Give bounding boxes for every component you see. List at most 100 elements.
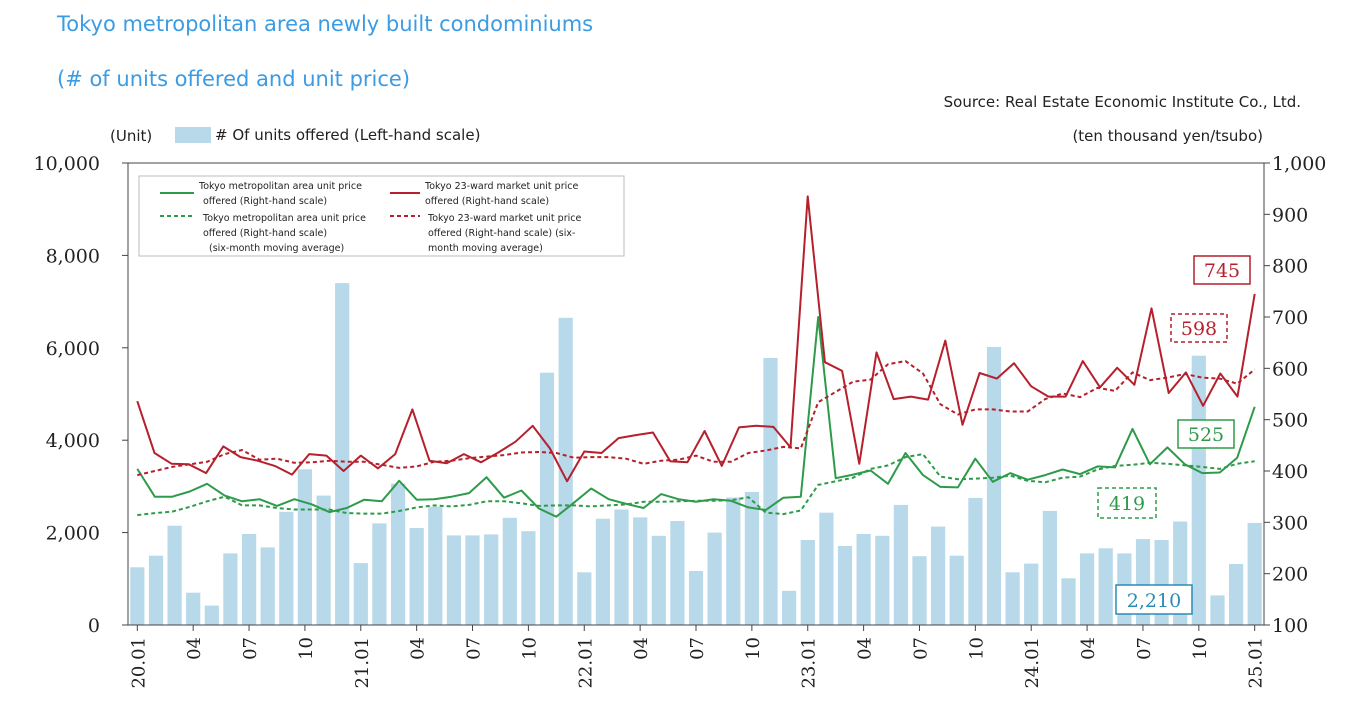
- right-tick-label: 800: [1272, 256, 1308, 278]
- legend-ward-text1: Tokyo 23-ward market unit price: [424, 181, 578, 192]
- x-tick-label: 07: [910, 637, 931, 660]
- metro-avg-line: [137, 453, 1255, 517]
- callout-metro-avg-text: 419: [1109, 493, 1145, 515]
- right-tick-label: 1,000: [1272, 153, 1326, 175]
- x-tick-label: 07: [240, 637, 261, 660]
- callout-units: 2,210: [1115, 584, 1193, 615]
- x-tick-label: 04: [408, 637, 429, 660]
- units-bar: [968, 497, 983, 625]
- left-tick-label: 10,000: [34, 153, 100, 175]
- callout-metro-avg: 419: [1097, 487, 1157, 519]
- units-bar: [148, 555, 164, 625]
- units-bar: [1080, 553, 1095, 625]
- x-tick-label: 04: [855, 637, 876, 660]
- units-bar: [688, 570, 704, 625]
- units-bar: [577, 572, 592, 625]
- units-bar: [837, 546, 853, 625]
- x-tick-label: 07: [687, 637, 708, 660]
- legend-metro-avg-text3: (six-month moving average): [209, 243, 344, 254]
- x-tick-label: 10: [743, 637, 764, 660]
- x-tick-label: 23.01: [799, 637, 820, 689]
- legend-metro-text1: Tokyo metropolitan area unit price: [198, 181, 362, 192]
- legend-ward-text2: offered (Right-hand scale): [425, 196, 549, 207]
- units-bar: [186, 592, 201, 625]
- right-axis-unit: (ten thousand yen/tsubo): [1072, 127, 1263, 145]
- units-bar: [502, 517, 517, 625]
- units-bar: [1061, 578, 1076, 625]
- units-bar: [335, 283, 350, 625]
- units-bar: [875, 535, 890, 625]
- left-tick-label: 6,000: [46, 338, 100, 360]
- units-bar: [279, 511, 294, 625]
- units-bar: [204, 605, 219, 625]
- units-bar: [484, 534, 499, 625]
- units-bar: [353, 563, 368, 625]
- units-bar: [614, 509, 629, 625]
- units-bar: [1210, 595, 1225, 625]
- x-tick-label: 07: [1134, 637, 1155, 660]
- right-tick-label: 400: [1272, 461, 1308, 483]
- units-bar: [1098, 548, 1113, 625]
- x-tick-label: 10: [296, 637, 317, 660]
- units-bar: [856, 534, 871, 625]
- units-bar: [446, 535, 461, 625]
- x-tick-label: 10: [1190, 637, 1211, 660]
- callout-units-text: 2,210: [1127, 590, 1181, 612]
- x-tick-label: 07: [464, 637, 485, 660]
- callout-ward: 745: [1193, 255, 1251, 285]
- bar-legend-label: # Of units offered (Left-hand scale): [215, 126, 481, 144]
- units-bar: [1247, 522, 1262, 625]
- right-tick-label: 900: [1272, 204, 1308, 226]
- callout-metro-text: 525: [1188, 424, 1224, 446]
- lines-group: [136, 195, 1256, 518]
- units-bar: [260, 547, 275, 625]
- units-bar: [1005, 572, 1020, 625]
- left-axis-unit: (Unit): [110, 127, 153, 145]
- ward-avg-line: [137, 360, 1256, 477]
- callout-ward-text: 745: [1204, 260, 1240, 282]
- right-tick-label: 100: [1272, 615, 1308, 637]
- right-tick-label: 500: [1272, 410, 1308, 432]
- source-note: Source: Real Estate Economic Institute C…: [943, 93, 1301, 111]
- ward-line: [136, 195, 1256, 483]
- chart-subtitle: (# of units offered and unit price): [57, 67, 411, 91]
- bars-group: [130, 283, 1262, 626]
- units-bar: [763, 358, 778, 625]
- x-tick-label: 04: [1078, 637, 1099, 660]
- units-bar: [893, 504, 908, 625]
- units-bar: [912, 556, 927, 625]
- left-tick-label: 8,000: [46, 245, 100, 267]
- units-bar: [391, 483, 406, 625]
- units-bar: [800, 540, 815, 625]
- x-tick-label: 22.01: [575, 637, 596, 689]
- units-bar: [428, 506, 443, 625]
- callout-metro: 525: [1177, 419, 1235, 449]
- units-bar: [1024, 563, 1039, 625]
- x-tick-label: 10: [966, 637, 987, 660]
- x-tick-label: 10: [519, 637, 540, 660]
- units-bar: [1229, 564, 1244, 625]
- x-tick-label: 25.01: [1246, 637, 1267, 689]
- units-bar: [782, 590, 797, 625]
- legend-ward-avg-text1: Tokyo 23-ward market unit price: [427, 213, 581, 224]
- left-tick-label: 0: [88, 615, 100, 637]
- units-bar: [670, 521, 685, 625]
- units-bar: [651, 535, 666, 625]
- legend-ward-avg-text3: month moving average): [428, 243, 543, 254]
- x-tick-label: 04: [631, 637, 652, 660]
- bar-legend-swatch: [175, 127, 211, 143]
- units-bar: [949, 555, 964, 625]
- units-bar: [465, 535, 480, 625]
- callout-ward-avg: 598: [1170, 313, 1228, 343]
- right-tick-label: 700: [1272, 307, 1308, 329]
- units-bar: [707, 532, 722, 625]
- left-tick-label: 2,000: [46, 523, 100, 545]
- bar-legend: # Of units offered (Left-hand scale): [175, 126, 480, 144]
- axes-group: 0 2,000 4,000 6,000 8,000 10,000 100 200 300 400 5…: [34, 153, 1327, 689]
- units-bar: [223, 553, 238, 625]
- units-bar: [633, 517, 648, 625]
- right-tick-label: 300: [1272, 512, 1308, 534]
- units-bar: [595, 518, 610, 625]
- legend-ward-avg-text2: offered (Right-hand scale) (six-: [428, 228, 575, 239]
